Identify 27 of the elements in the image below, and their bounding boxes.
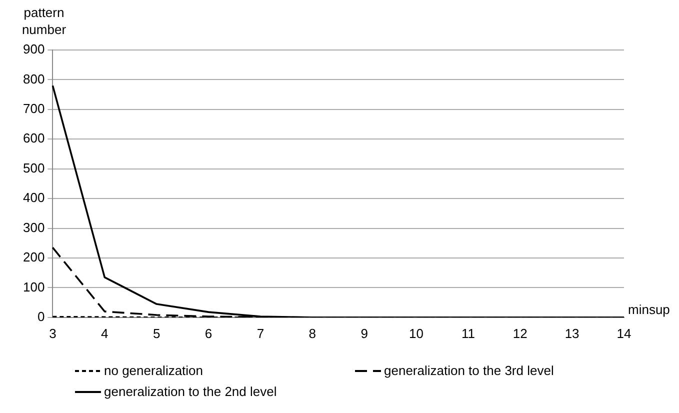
- x-axis-title: minsup: [628, 302, 670, 317]
- x-tick-label: 5: [152, 326, 160, 341]
- legend-label: generalization to the 3rd level: [384, 363, 554, 378]
- y-tick-label: 500: [22, 160, 45, 176]
- legend-label: no generalization: [104, 363, 204, 378]
- x-tick-label: 10: [409, 326, 424, 341]
- x-tick-label: 12: [512, 326, 528, 341]
- y-axis-title: pattern number: [20, 4, 68, 38]
- y-tick-label: 300: [22, 220, 45, 235]
- x-tick-label: 4: [101, 326, 108, 341]
- x-tick-label: 8: [308, 326, 316, 341]
- y-tick-label: 100: [22, 279, 45, 294]
- x-tick-label: 14: [616, 326, 632, 341]
- y-tick-label: 900: [22, 42, 45, 57]
- y-tick-label: 400: [22, 190, 45, 206]
- x-tick-label: 3: [49, 326, 56, 341]
- x-tick-label: 9: [360, 326, 368, 341]
- legend-label: generalization to the 2nd level: [104, 384, 277, 399]
- y-tick-label: 0: [37, 308, 45, 324]
- y-tick-label: 600: [22, 130, 45, 146]
- x-tick-label: 13: [564, 326, 580, 341]
- x-tick-label: 7: [256, 326, 264, 341]
- y-tick-label: 800: [22, 71, 45, 86]
- y-tick-label: 700: [22, 101, 45, 116]
- x-tick-label: 6: [204, 326, 212, 341]
- x-tick-label: 11: [461, 326, 475, 341]
- y-tick-label: 200: [22, 250, 45, 265]
